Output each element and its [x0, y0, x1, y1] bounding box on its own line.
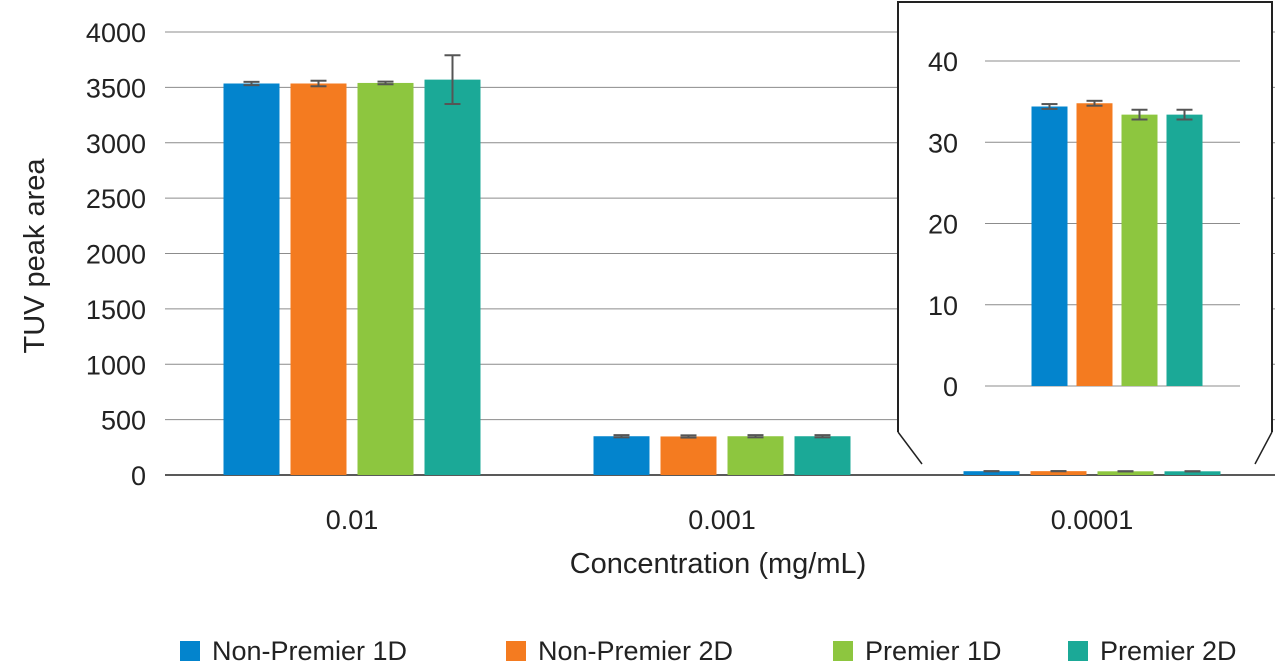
x-tick-label: 0.001 [688, 505, 756, 535]
bar [727, 436, 784, 475]
main-y-tick-labels: 0 500 1000 1500 2000 2500 3000 3500 4000 [86, 18, 146, 491]
x-tick-label: 0.01 [326, 505, 379, 535]
y-tick-label: 500 [101, 406, 146, 436]
main-bars [223, 54, 1221, 475]
y-axis-title: TUV peak area [19, 158, 51, 354]
inset-connector-left [897, 431, 923, 465]
y-tick-label: 1000 [86, 350, 146, 380]
bar [963, 471, 1020, 475]
inset-y-tick-label: 0 [943, 372, 958, 402]
legend-item-premier-1d: Premier 1D [833, 633, 1002, 669]
main-x-tick-labels: 0.01 0.001 0.0001 [326, 505, 1134, 535]
y-tick-label: 2000 [86, 240, 146, 270]
bar [660, 436, 717, 475]
bar [593, 436, 650, 475]
inset-bars [1031, 99, 1203, 386]
legend-swatch [180, 641, 200, 661]
legend-label: Premier 2D [1100, 635, 1237, 666]
y-tick-label: 3000 [86, 129, 146, 159]
bar [424, 79, 481, 475]
inset-y-tick-label: 10 [928, 291, 958, 321]
y-tick-label: 1500 [86, 295, 146, 325]
x-tick-label: 0.0001 [1051, 505, 1134, 535]
legend-item-non-premier-1d: Non-Premier 1D [180, 633, 407, 669]
bar [290, 83, 347, 475]
bar [794, 436, 851, 475]
inset-bar [1166, 114, 1203, 386]
inset-y-tick-label: 30 [928, 128, 958, 158]
y-tick-label: 4000 [86, 18, 146, 48]
inset-y-tick-label: 40 [928, 47, 958, 77]
bar [1164, 471, 1221, 475]
inset-bar [1076, 103, 1113, 386]
inset-bar [1121, 114, 1158, 386]
legend-label: Non-Premier 1D [212, 635, 408, 666]
inset-y-tick-label: 20 [928, 210, 958, 240]
bar [1097, 471, 1154, 475]
legend-item-non-premier-2d: Non-Premier 2D [506, 633, 733, 669]
bar [223, 83, 280, 475]
legend-swatch [1068, 641, 1088, 661]
inset-chart: 0 10 20 30 40 [897, 1, 1273, 465]
inset-y-tick-labels: 0 10 20 30 40 [928, 47, 958, 402]
inset-connector-right [1254, 431, 1273, 465]
legend-label: Non-Premier 2D [538, 635, 734, 666]
y-tick-label: 3500 [86, 73, 146, 103]
legend-swatch [506, 641, 526, 661]
y-tick-label: 0 [131, 461, 146, 491]
legend-swatch [833, 641, 853, 661]
bar [1030, 471, 1087, 475]
legend-item-premier-2d: Premier 2D [1068, 633, 1237, 669]
inset-bar [1031, 106, 1068, 386]
main-gridlines [165, 31, 1275, 476]
x-axis-title: Concentration (mg/mL) [570, 548, 867, 580]
y-tick-label: 2500 [86, 184, 146, 214]
bar [357, 82, 414, 475]
legend-label: Premier 1D [865, 635, 1002, 666]
